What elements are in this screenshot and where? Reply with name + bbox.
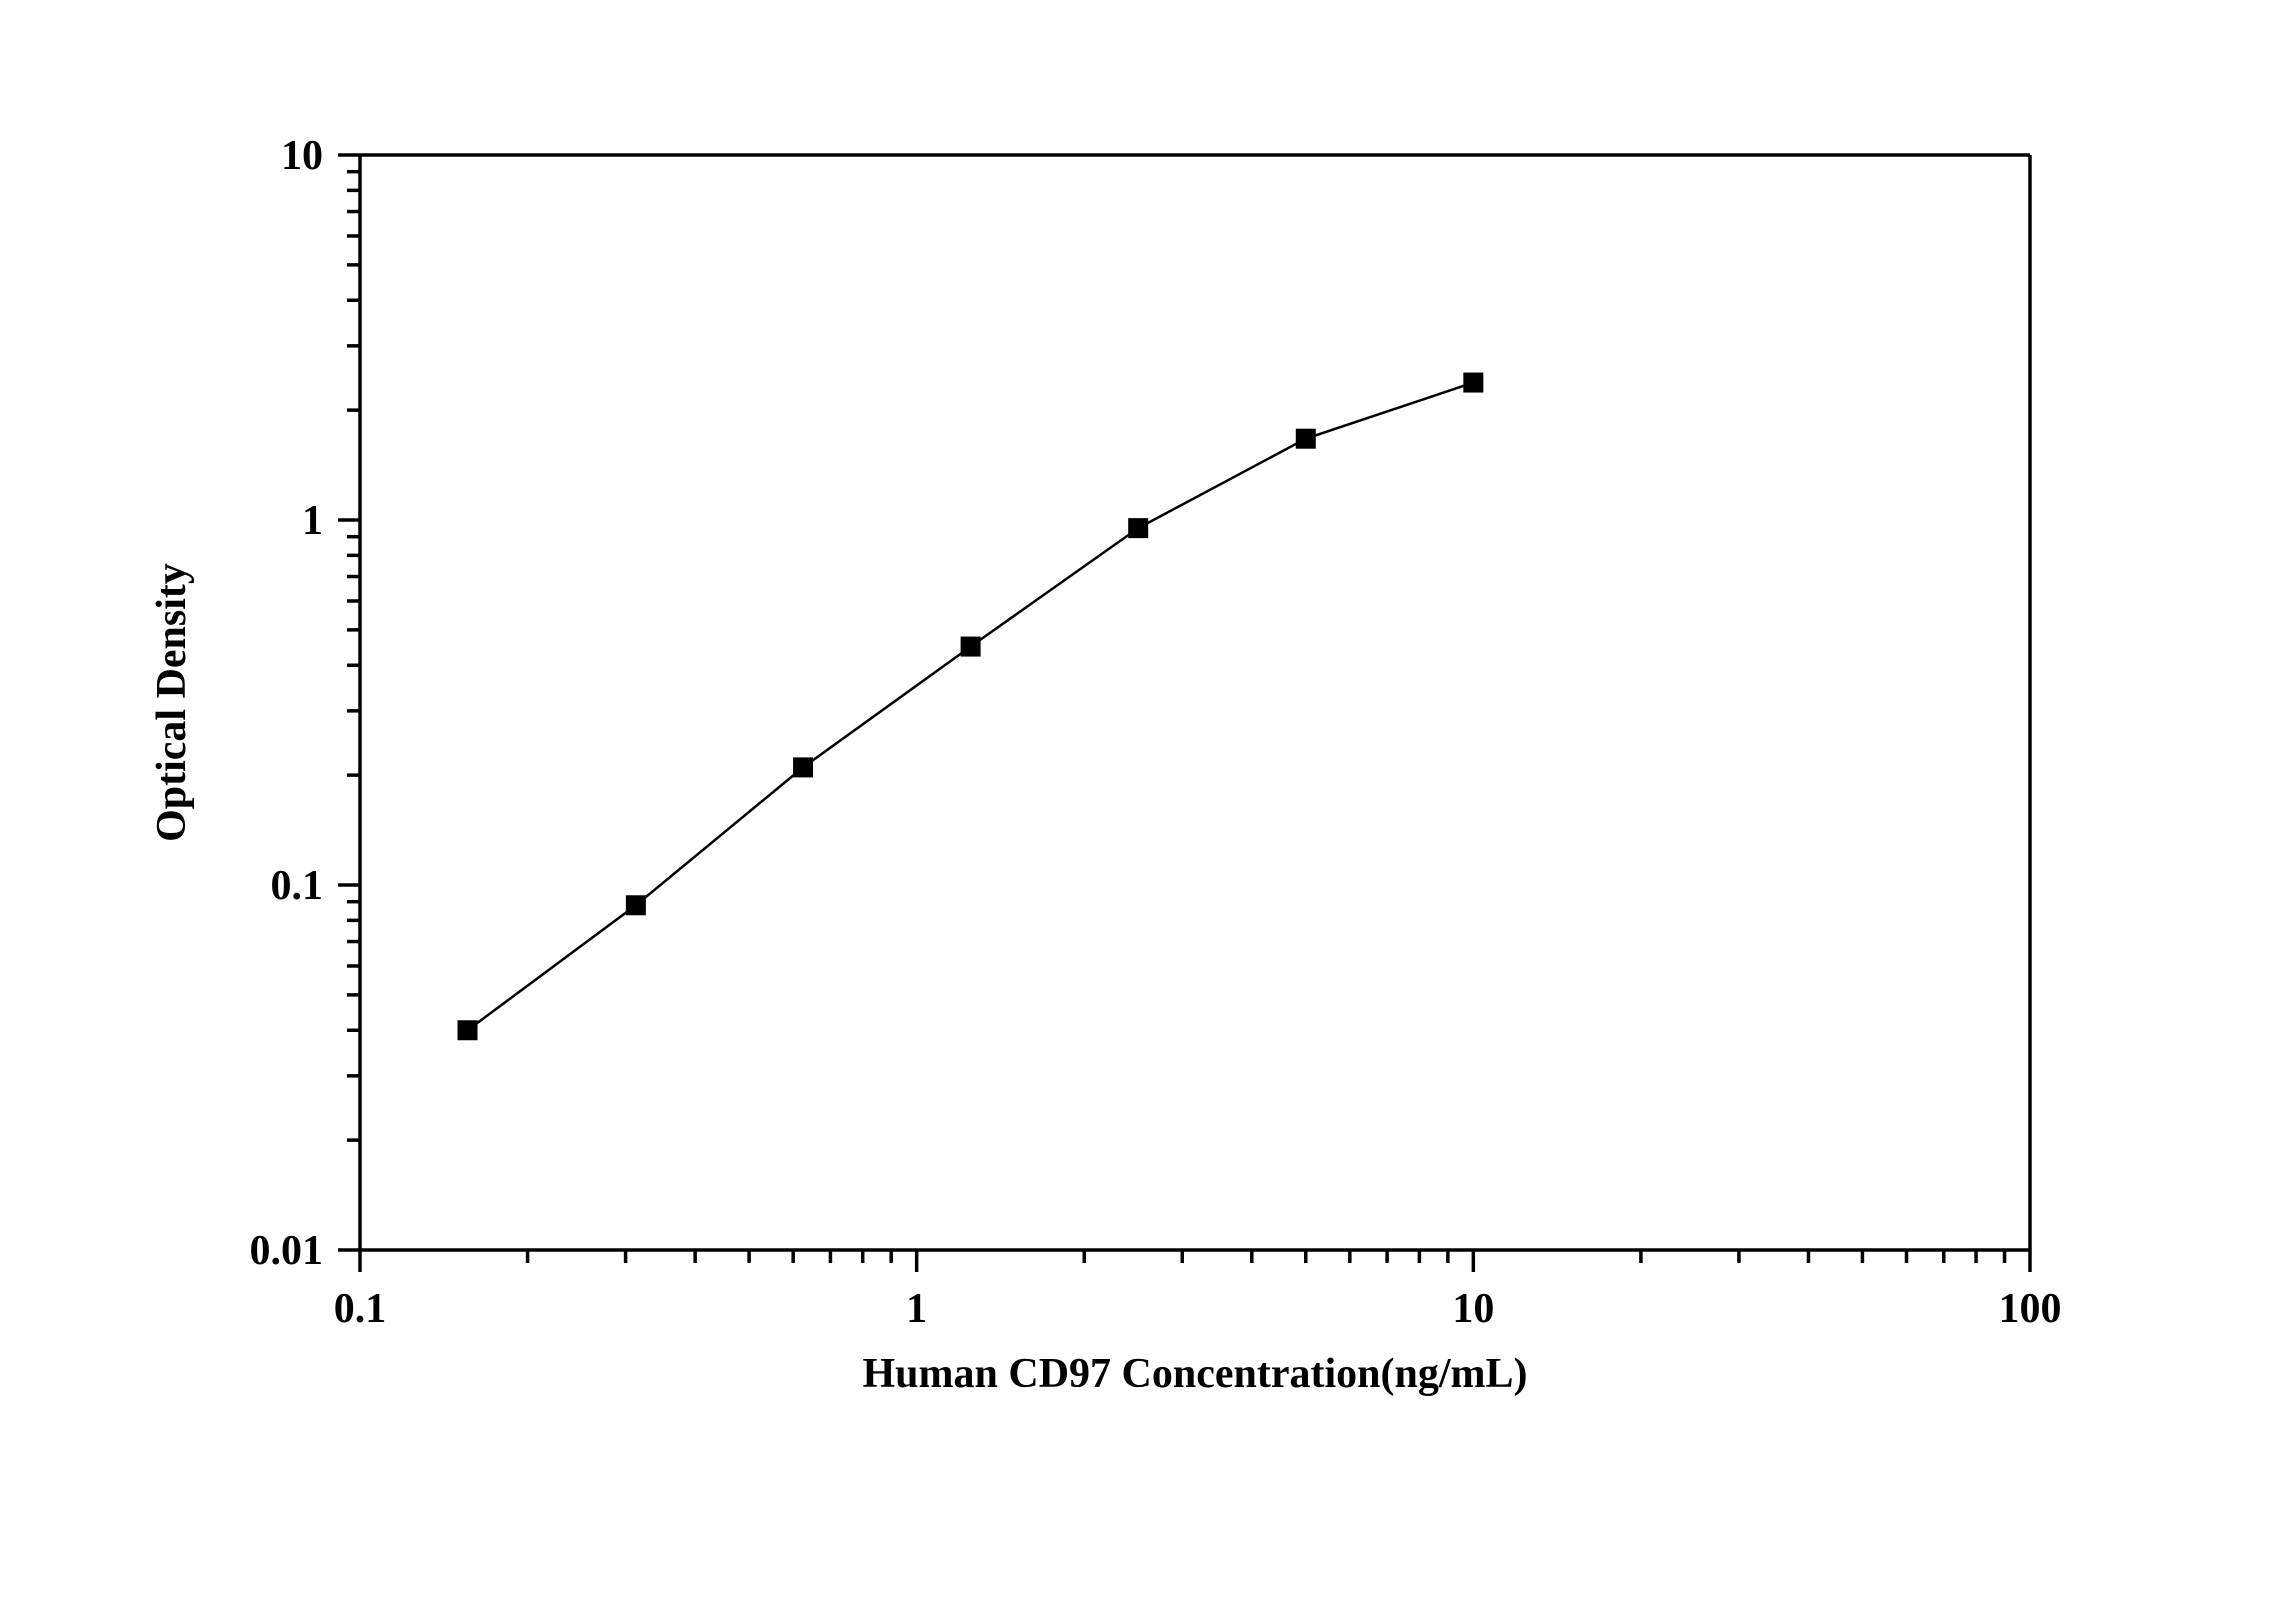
- y-tick-label: 10: [281, 133, 323, 179]
- y-tick-label: 1: [302, 498, 323, 544]
- y-tick-label: 0.1: [271, 863, 324, 909]
- data-marker: [626, 895, 646, 915]
- data-marker: [961, 637, 981, 657]
- data-marker: [458, 1020, 478, 1040]
- x-tick-label: 0.1: [334, 1286, 387, 1332]
- x-axis-label: Human CD97 Concentration(ng/mL): [862, 1351, 1527, 1397]
- y-tick-label: 0.01: [250, 1228, 324, 1274]
- x-tick-label: 100: [1999, 1286, 2062, 1332]
- chart-container: 0.11101000.010.1110Human CD97 Concentrat…: [0, 0, 2296, 1604]
- data-marker: [1296, 429, 1316, 449]
- x-tick-label: 10: [1452, 1286, 1494, 1332]
- data-marker: [1463, 373, 1483, 393]
- data-marker: [1128, 518, 1148, 538]
- x-tick-label: 1: [906, 1286, 927, 1332]
- data-marker: [793, 757, 813, 777]
- chart-svg: 0.11101000.010.1110Human CD97 Concentrat…: [0, 0, 2296, 1604]
- y-axis-label: Optical Density: [149, 563, 195, 842]
